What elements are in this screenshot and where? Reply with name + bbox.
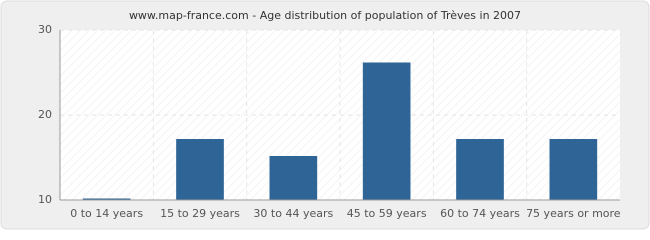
x-tick-label: 75 years or more bbox=[526, 207, 621, 220]
bar bbox=[549, 139, 598, 201]
y-tick-label: 20 bbox=[38, 108, 52, 121]
bar bbox=[269, 156, 318, 201]
x-tick-label: 0 to 14 years bbox=[70, 207, 143, 220]
bar bbox=[176, 139, 224, 201]
chart: www.map-france.com - Age distribution of… bbox=[0, 0, 650, 230]
bar bbox=[456, 139, 504, 201]
y-tick-label: 30 bbox=[38, 23, 52, 36]
page: {"chart_data": {"type": "bar", "title": … bbox=[0, 0, 650, 230]
y-tick-label: 10 bbox=[38, 193, 52, 206]
x-tick-label: 15 to 29 years bbox=[160, 207, 240, 220]
x-tick-label: 30 to 44 years bbox=[253, 207, 333, 220]
x-tick-label: 60 to 74 years bbox=[440, 207, 520, 220]
chart-title: www.map-france.com - Age distribution of… bbox=[129, 9, 521, 22]
x-tick-label: 45 to 59 years bbox=[347, 207, 427, 220]
bar bbox=[362, 62, 411, 201]
